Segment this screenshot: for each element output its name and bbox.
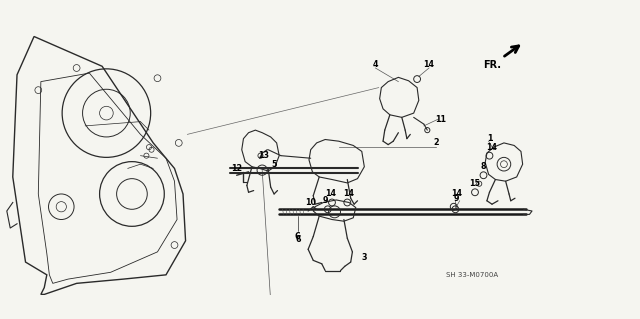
Text: 6: 6 [295,232,301,241]
Text: 15: 15 [470,179,481,188]
Text: 3: 3 [362,253,367,262]
Text: 14: 14 [452,189,463,198]
Text: 6: 6 [295,235,301,244]
Text: 8: 8 [481,162,486,171]
Text: 14: 14 [324,189,336,198]
Text: 11: 11 [435,115,447,123]
Text: SH 33-M0700A: SH 33-M0700A [446,272,499,278]
Text: FR.: FR. [483,60,501,70]
Text: 1: 1 [486,134,492,143]
Text: 4: 4 [372,60,378,69]
Text: 2: 2 [433,138,438,147]
Text: 9: 9 [323,196,328,205]
Text: 9: 9 [454,194,459,203]
Text: 13: 13 [259,151,269,160]
Text: 14: 14 [486,143,497,152]
Text: 5: 5 [271,160,277,169]
Text: 12: 12 [231,164,242,173]
Text: 14: 14 [344,189,355,198]
Text: 10: 10 [305,198,316,207]
Text: 14: 14 [424,60,435,69]
